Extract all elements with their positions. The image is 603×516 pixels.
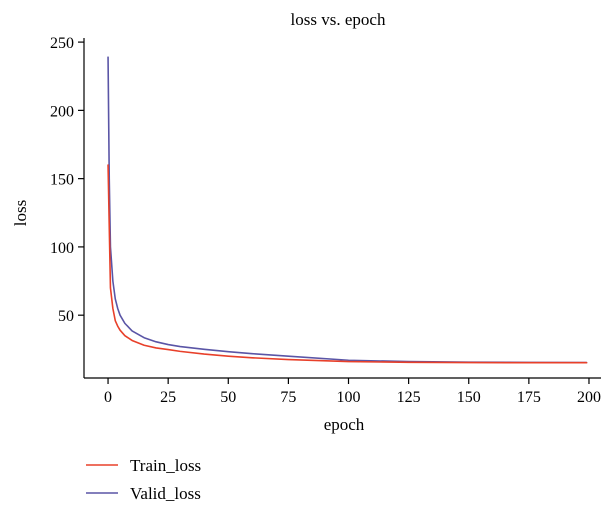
legend: Train_loss Valid_loss	[86, 456, 201, 503]
series-lines	[107, 56, 588, 364]
legend-label: Train_loss	[130, 456, 201, 475]
x-tick-label: 125	[397, 389, 421, 406]
x-tick-label: 50	[220, 389, 236, 406]
x-tick-label: 100	[337, 389, 361, 406]
x-ticks: 0 25 50 75 100 125 150 175 200	[104, 378, 601, 406]
x-tick-label: 175	[517, 389, 541, 406]
series-line-train-loss	[107, 164, 588, 364]
plot-frame	[83, 38, 601, 379]
y-ticks: 50 100 150 200 250	[50, 35, 84, 325]
x-tick-label: 75	[280, 389, 296, 406]
x-tick-label: 150	[457, 389, 481, 406]
x-tick-label: 0	[104, 389, 112, 406]
x-axis-label: epoch	[324, 415, 365, 434]
y-tick-label: 250	[50, 35, 74, 52]
x-tick-label: 25	[160, 389, 176, 406]
y-tick-label: 50	[58, 308, 74, 325]
chart-title: loss vs. epoch	[291, 10, 386, 29]
y-tick-label: 100	[50, 240, 74, 257]
y-axis-label: loss	[11, 200, 30, 226]
series-line-valid-loss	[107, 56, 588, 364]
x-tick-label: 200	[577, 389, 601, 406]
y-tick-label: 150	[50, 172, 74, 189]
y-tick-label: 200	[50, 103, 74, 120]
legend-label: Valid_loss	[130, 484, 201, 503]
